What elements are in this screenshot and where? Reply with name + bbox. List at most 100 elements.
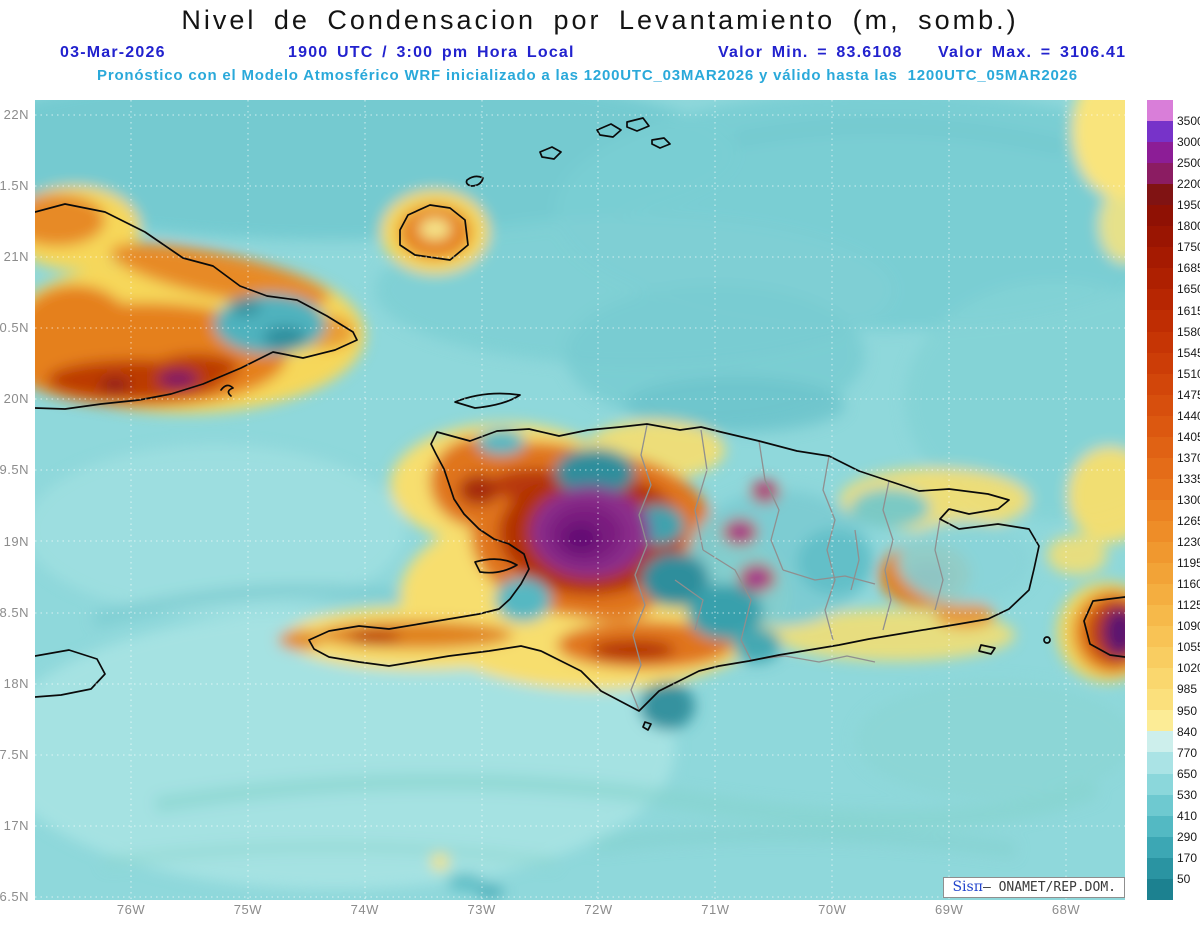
coastline-layer (35, 117, 1125, 731)
x-tick-label: 76W (116, 902, 146, 917)
colorbar-swatch (1147, 794, 1173, 816)
colorbar-level-label: 3500 (1177, 114, 1200, 129)
value-max-label: Valor Max. = 3106.41 (938, 44, 1127, 61)
colorbar-level-label: 1335 (1177, 471, 1200, 486)
y-tick-label: 17N (3, 817, 29, 833)
colorbar-level-label: 1800 (1177, 219, 1200, 234)
map-area: Sisπ– ONAMET/REP.DOM. (35, 100, 1125, 900)
colorbar: 3500 3000 2500 2200 1950 1800 1750 1685 1650 1615… (1147, 100, 1200, 900)
colorbar-level-label: 1405 (1177, 429, 1200, 444)
x-tick-label: 73W (467, 902, 496, 917)
colorbar-swatch (1147, 100, 1173, 122)
grid-layer (35, 100, 1125, 900)
colorbar-swatch (1147, 668, 1173, 690)
y-tick-label: 19N (3, 533, 29, 549)
colorbar-swatch (1147, 436, 1173, 458)
admin-borders-layer (630, 424, 944, 711)
y-tick-label: 7.5N (0, 746, 29, 762)
colorbar-level-label: 3000 (1177, 135, 1200, 150)
colorbar-level-label: 1055 (1177, 640, 1200, 655)
colorbar-swatch (1147, 647, 1173, 669)
colorbar-swatch (1147, 457, 1173, 479)
field-shading-layer (35, 100, 1125, 899)
colorbar-swatch (1147, 605, 1173, 627)
y-tick-label: 21N (3, 249, 29, 265)
x-axis: 76W 75W 74W 73W 72W 71W 70W 69W 68W (35, 902, 1125, 922)
map-canvas (35, 100, 1125, 900)
colorbar-swatch (1147, 478, 1173, 500)
colorbar-level-label: 1125 (1177, 598, 1200, 613)
colorbar-level-label: 1650 (1177, 282, 1200, 297)
colorbar-swatch (1147, 520, 1173, 542)
colorbar-level-label: 650 (1177, 766, 1198, 781)
colorbar-swatch (1147, 499, 1173, 521)
y-tick-label: 9.5N (0, 462, 29, 478)
y-tick-label: 22N (3, 107, 29, 122)
y-tick-label: 1.5N (0, 178, 29, 194)
colorbar-level-label: 1440 (1177, 408, 1200, 423)
colorbar-swatch (1147, 541, 1173, 564)
y-tick-label: 8.5N (0, 604, 29, 620)
colorbar-level-label: 1300 (1177, 493, 1200, 507)
colorbar-level-label: 1580 (1177, 324, 1200, 339)
colorbar-level-label: 1750 (1177, 240, 1200, 255)
colorbar-swatch (1147, 857, 1173, 879)
watermark: Sisπ– ONAMET/REP.DOM. (943, 877, 1125, 898)
colorbar-swatch (1147, 815, 1173, 837)
colorbar-level-label: 170 (1177, 850, 1198, 865)
colorbar-swatch (1147, 773, 1173, 795)
colorbar-swatch (1147, 563, 1173, 585)
forecast-date: 03-Mar-2026 (60, 44, 166, 61)
value-min-label: Valor Min. = 83.6108 (718, 44, 903, 61)
colorbar-level-label: 1230 (1177, 535, 1200, 550)
colorbar-level-label: 1090 (1177, 619, 1200, 634)
colorbar-swatch (1147, 205, 1173, 227)
colorbar-swatch (1147, 226, 1173, 248)
y-tick-label: 18N (3, 675, 29, 691)
model-subtitle: Pronóstico con el Modelo Atmosférico WRF… (97, 67, 1078, 84)
watermark-org: – ONAMET/REP.DOM. (982, 880, 1116, 895)
colorbar-swatch (1147, 310, 1173, 332)
colorbar-level-label: 1265 (1177, 514, 1200, 529)
colorbar-level-label: 1510 (1177, 366, 1200, 381)
colorbar-swatch (1147, 184, 1173, 206)
watermark-brand: Sisπ (952, 879, 983, 895)
colorbar-level-label: 50 (1177, 871, 1191, 886)
y-tick-label: 0.5N (0, 320, 29, 336)
forecast-valid-time: 1900 UTC / 3:00 pm Hora Local (288, 44, 575, 61)
colorbar-swatch (1147, 415, 1173, 437)
colorbar-swatch (1147, 121, 1173, 143)
colorbar-swatch (1147, 373, 1173, 395)
colorbar-swatch (1147, 752, 1173, 774)
colorbar-level-label: 950 (1177, 703, 1198, 718)
colorbar-swatch (1147, 878, 1173, 900)
x-tick-label: 71W (701, 902, 730, 917)
colorbar-swatch (1147, 352, 1173, 374)
colorbar-swatch (1147, 142, 1173, 164)
colorbar-level-label: 410 (1177, 808, 1198, 823)
colorbar-level-label: 1545 (1177, 345, 1200, 360)
colorbar-swatch (1147, 731, 1173, 753)
colorbar-level-label: 2500 (1177, 156, 1200, 171)
colorbar-level-label: 1020 (1177, 661, 1200, 676)
colorbar-level-label: 770 (1177, 745, 1198, 760)
colorbar-labels: 3500 3000 2500 2200 1950 1800 1750 1685 1650 1615… (1177, 100, 1200, 900)
colorbar-level-label: 1160 (1177, 577, 1200, 592)
colorbar-level-label: 1950 (1177, 198, 1200, 213)
colorbar-level-label: 1370 (1177, 450, 1200, 465)
chart-title: Nivel de Condensacion por Levantamiento … (181, 5, 1019, 35)
colorbar-level-label: 985 (1177, 682, 1198, 697)
colorbar-swatch (1147, 836, 1173, 858)
colorbar-level-label: 1615 (1177, 303, 1200, 318)
colorbar-level-label: 840 (1177, 724, 1198, 739)
colorbar-level-label: 290 (1177, 829, 1198, 844)
x-tick-label: 68W (1051, 902, 1081, 917)
y-tick-label: 6.5N (0, 888, 29, 904)
colorbar-swatch (1147, 289, 1173, 311)
colorbar-swatch (1147, 268, 1173, 290)
colorbar-level-label: 1475 (1177, 387, 1200, 402)
y-axis: 22N 1.5N 21N 0.5N 20N 9.5N 19N 8.5N 18N 7.5N 17N 6.… (0, 100, 31, 904)
colorbar-level-label: 1195 (1177, 556, 1200, 571)
colorbar-swatch (1147, 331, 1173, 353)
